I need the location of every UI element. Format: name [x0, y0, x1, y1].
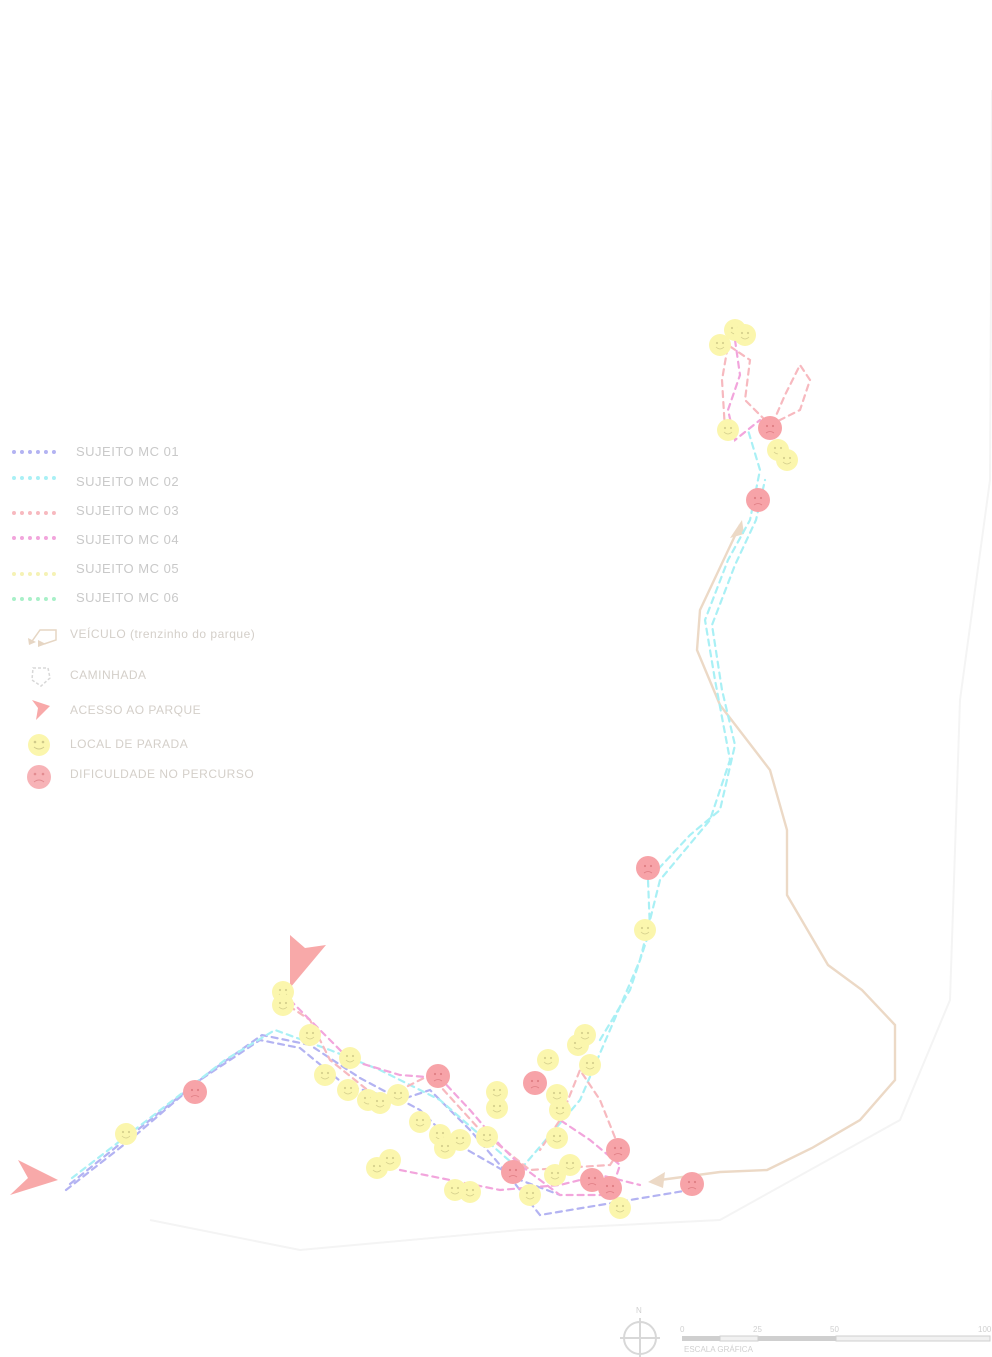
vehicle-route [659, 524, 897, 1182]
stop-marker [486, 1081, 508, 1103]
difficulty-marker [758, 416, 782, 440]
difficulty-marker [501, 1160, 525, 1184]
route-subject-04c [726, 338, 762, 442]
access-marker-southwest [10, 1160, 58, 1195]
stop-marker [559, 1154, 581, 1176]
route-subject-02b [598, 478, 767, 1042]
stop-marker [387, 1084, 409, 1106]
difficulty-marker [606, 1138, 630, 1162]
stop-marker [574, 1024, 596, 1046]
stop-marker [709, 334, 731, 356]
difficulty-marker [636, 856, 660, 880]
difficulty-marker [426, 1064, 450, 1088]
stop-marker [369, 1092, 391, 1114]
stop-marker [299, 1024, 321, 1046]
stop-marker [546, 1127, 568, 1149]
stop-marker [459, 1181, 481, 1203]
stop-marker [609, 1197, 631, 1219]
stop-marker [734, 324, 756, 346]
route-subject-02 [70, 428, 762, 1180]
scale-bar [682, 1335, 991, 1342]
stop-marker [717, 419, 739, 441]
north-arrow [620, 1318, 660, 1357]
access-marker-west [290, 935, 326, 988]
stop-marker [379, 1149, 401, 1171]
stop-marker [337, 1079, 359, 1101]
difficulty-marker [183, 1080, 207, 1104]
stop-marker [579, 1054, 601, 1076]
difficulty-marker [680, 1172, 704, 1196]
stop-marker [634, 919, 656, 941]
stop-marker [314, 1064, 336, 1086]
difficulty-marker [746, 488, 770, 512]
stop-marker [549, 1099, 571, 1121]
stop-marker [476, 1126, 498, 1148]
difficulty-marker [523, 1071, 547, 1095]
route-subject-04 [288, 998, 622, 1197]
route-subject-01b [68, 1033, 562, 1197]
stop-marker [272, 994, 294, 1016]
stop-marker [776, 449, 798, 471]
vehicle-arrow-north [730, 520, 744, 538]
stop-marker [486, 1097, 508, 1119]
stop-marker [537, 1049, 559, 1071]
stop-marker [115, 1123, 137, 1145]
stop-marker [519, 1184, 541, 1206]
park-boundary [149, 89, 992, 1252]
difficulty-marker [580, 1168, 604, 1192]
stop-marker [449, 1129, 471, 1151]
route-subject-03 [278, 998, 622, 1172]
vehicle-arrow-west [648, 1172, 665, 1188]
stop-marker [409, 1111, 431, 1133]
stop-marker [339, 1047, 361, 1069]
difficulty-marker [598, 1176, 622, 1200]
